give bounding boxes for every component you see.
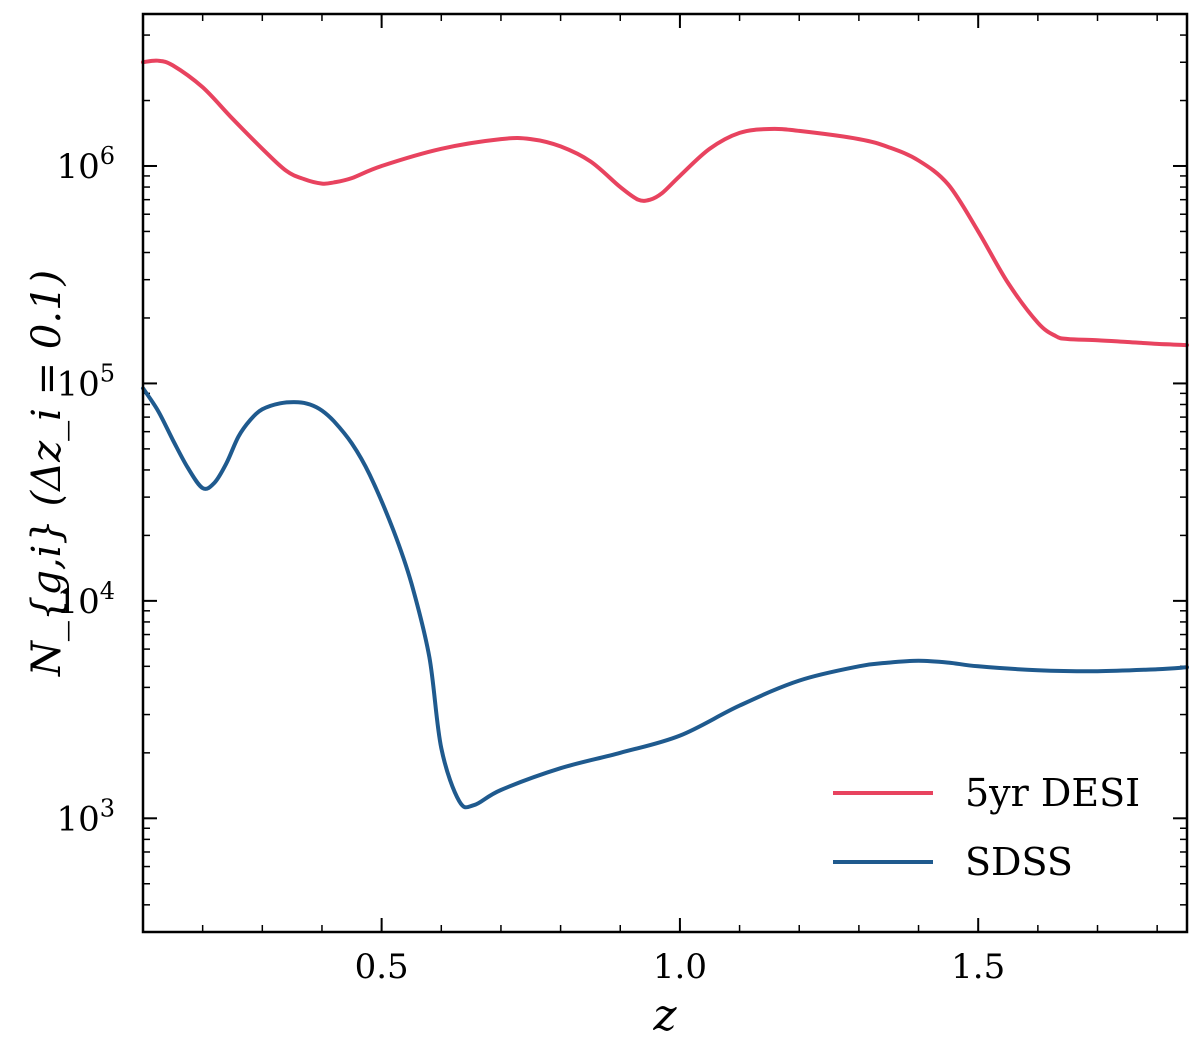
y-tick-base: 10: [56, 799, 99, 839]
legend: 5yr DESI SDSS: [833, 771, 1140, 884]
x-axis-label: z: [652, 990, 677, 1041]
y-tick-label: 103: [56, 794, 115, 839]
y-tick-label: 106: [56, 142, 115, 187]
y-tick-label: 104: [56, 577, 115, 622]
y-tick-exponent: 4: [100, 577, 115, 605]
y-tick-base: 10: [56, 364, 99, 404]
x-axis-ticks: 0.5 1.0 1.5: [142, 14, 1158, 987]
y-tick-base: 10: [56, 582, 99, 622]
series-line-desi: [141, 58, 1189, 348]
y-tick-label: 105: [56, 359, 115, 404]
plot-frame: [141, 12, 1189, 934]
y-tick-exponent: 5: [100, 359, 115, 387]
x-tick-label: 1.5: [951, 947, 1005, 987]
legend-label: 5yr DESI: [965, 771, 1140, 815]
x-tick-label: 0.5: [355, 947, 409, 987]
x-tick-label: 1.0: [653, 947, 707, 987]
legend-label: SDSS: [965, 840, 1073, 884]
y-tick-exponent: 3: [100, 794, 115, 822]
series-line-sdss: [141, 386, 1189, 810]
y-tick-exponent: 6: [100, 142, 115, 170]
y-tick-base: 10: [56, 147, 99, 187]
series-layer: [141, 58, 1189, 810]
y-axis-label: N_{g,i} (Δz_i = 0.1): [24, 270, 70, 677]
